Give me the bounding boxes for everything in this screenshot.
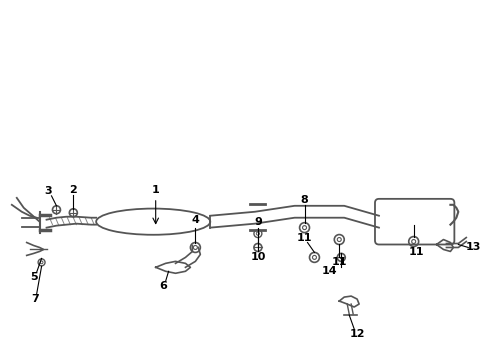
Text: 1: 1 [152, 185, 160, 195]
Text: 5: 5 [30, 272, 37, 282]
Text: 11: 11 [297, 233, 312, 243]
Text: 8: 8 [301, 195, 308, 205]
Text: 3: 3 [45, 186, 52, 196]
Text: 7: 7 [31, 294, 39, 304]
Text: 6: 6 [160, 281, 168, 291]
Text: 4: 4 [192, 215, 199, 225]
Text: 9: 9 [254, 217, 262, 227]
Text: 10: 10 [250, 252, 266, 262]
Text: 14: 14 [321, 266, 337, 276]
Text: 11: 11 [409, 247, 424, 257]
Text: 11: 11 [332, 257, 347, 267]
Text: 2: 2 [70, 185, 77, 195]
Text: 13: 13 [466, 243, 481, 252]
Text: 12: 12 [349, 329, 365, 339]
